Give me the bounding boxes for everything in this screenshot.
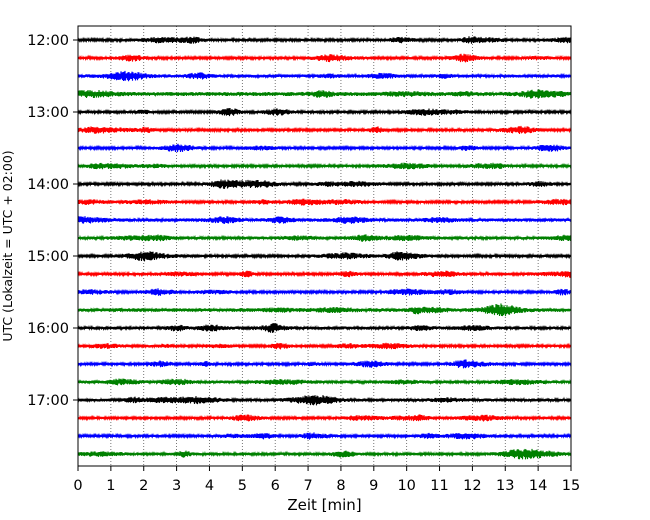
trace-1415 xyxy=(77,198,572,206)
trace-1215 xyxy=(77,53,572,63)
trace-1500 xyxy=(77,251,572,262)
trace-1645 xyxy=(77,378,572,386)
trace-1445 xyxy=(77,234,572,242)
trace-1615 xyxy=(77,342,572,350)
x-tick-label: 12 xyxy=(463,478,481,494)
y-tick-label: 15:00 xyxy=(27,249,69,265)
plot-frame xyxy=(77,25,572,467)
x-tick-label: 7 xyxy=(303,478,312,494)
x-tick-label: 10 xyxy=(397,478,415,494)
trace-1430 xyxy=(77,216,572,224)
x-tick-label: 0 xyxy=(73,478,82,494)
x-axis-label: Zeit [min] xyxy=(287,496,361,514)
trace-1300 xyxy=(77,107,572,117)
trace-1400 xyxy=(77,179,572,189)
x-tick-label: 11 xyxy=(430,478,448,494)
trace-1530 xyxy=(77,288,572,296)
trace-1715 xyxy=(77,414,572,422)
x-tick-label: 9 xyxy=(369,478,378,494)
trace-1545 xyxy=(77,303,572,317)
x-tick-label: 8 xyxy=(336,478,345,494)
y-tick-label: 16:00 xyxy=(27,321,69,337)
trace-1515 xyxy=(77,270,572,278)
y-tick-label: 14:00 xyxy=(27,177,69,193)
x-tick-label: 15 xyxy=(562,478,580,494)
x-tick-label: 6 xyxy=(271,478,280,494)
x-tick-label: 4 xyxy=(205,478,214,494)
x-tick-label: 14 xyxy=(529,478,547,494)
trace-1345 xyxy=(77,162,572,170)
y-axis-label: UTC (Lokalzeit = UTC + 02:00) xyxy=(0,150,15,341)
x-tick-label: 2 xyxy=(139,478,148,494)
trace-1600 xyxy=(77,323,572,333)
x-tick-label: 5 xyxy=(238,478,247,494)
y-tick-label: 12:00 xyxy=(27,33,69,49)
trace-1200 xyxy=(77,36,572,44)
y-tick-label: 17:00 xyxy=(27,393,69,409)
trace-1315 xyxy=(77,125,572,135)
y-tick-label: 13:00 xyxy=(27,105,69,121)
trace-1630 xyxy=(77,359,572,369)
trace-1745 xyxy=(77,448,572,460)
trace-1700 xyxy=(77,395,572,406)
trace-1330 xyxy=(77,143,572,153)
trace-1245 xyxy=(77,89,572,99)
x-axis-ticks: 0 1 2 3 4 5 6 7 8 9 10 11 12 13 14 15 xyxy=(73,466,580,494)
trace-group xyxy=(77,36,572,460)
x-tick-label: 13 xyxy=(496,478,514,494)
vertical-grid xyxy=(110,26,539,466)
x-tick-label: 1 xyxy=(106,478,115,494)
y-axis-ticks: 12:00 13:00 14:00 15:00 16:00 17:00 xyxy=(27,33,78,409)
trace-1230 xyxy=(77,70,572,82)
x-tick-label: 3 xyxy=(172,478,181,494)
trace-1730 xyxy=(77,432,572,440)
